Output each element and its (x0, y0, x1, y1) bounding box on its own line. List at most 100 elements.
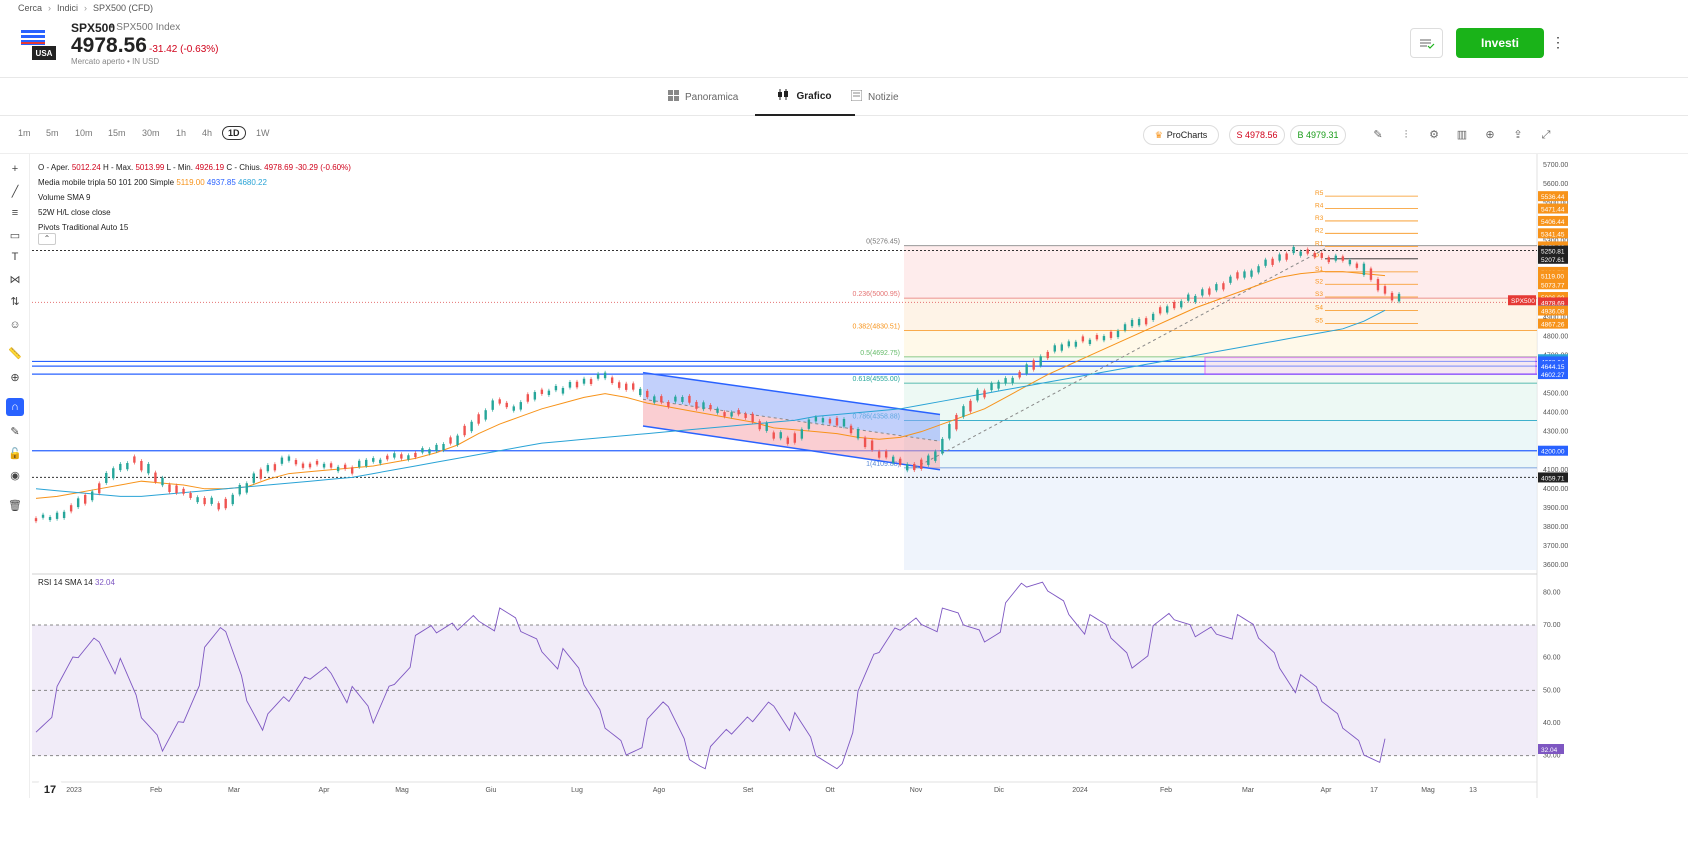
timeframe-30m[interactable]: 30m (142, 128, 160, 138)
candle-body (1348, 259, 1352, 265)
price-tag (1538, 245, 1568, 256)
candle-body (175, 485, 178, 493)
share-icon[interactable]: ⇪ (1513, 129, 1523, 141)
indicators-icon[interactable]: ⫶ (1404, 129, 1408, 141)
breadcrumb-item-indici[interactable]: Indici (57, 3, 79, 13)
zone-rectangle (1204, 356, 1537, 375)
candle-body (1236, 272, 1239, 279)
chart-type-icon[interactable]: ▥ (1456, 129, 1468, 141)
buy-price-button[interactable]: B 4979.31 (1290, 125, 1346, 145)
ohlc-row: O - Aper. 5012.24 H - Max. 5013.99 L - M… (38, 160, 351, 175)
trendline-icon[interactable]: ╱ (11, 185, 19, 198)
gear-icon[interactable]: ⚙ (1429, 129, 1439, 141)
time-axis-tick: Mag (1421, 787, 1435, 794)
fullscreen-icon[interactable]: ⤢ (1541, 129, 1551, 141)
candle-body (505, 402, 508, 408)
trash-icon[interactable]: 🗑 (8, 499, 22, 512)
candle-body (884, 451, 888, 458)
pivot-label: S4 (1315, 305, 1323, 312)
ruler-icon[interactable]: 📏 (8, 347, 22, 360)
lock-icon[interactable]: 🔓 (8, 447, 22, 460)
flag-label: USA (36, 49, 53, 58)
tradingview-logo-icon[interactable]: 17 (38, 781, 62, 799)
rectangle-icon[interactable]: ▭ (9, 229, 21, 242)
price-chart[interactable]: 0(5276.45) 0.236(5000.95) 0.382(4830.51) 0.… (0, 154, 1688, 798)
text-icon[interactable]: T (11, 251, 19, 263)
candle-body (498, 399, 501, 404)
time-axis-tick: Ott (825, 787, 834, 794)
candle-body (1390, 292, 1394, 301)
fib-label: 0(5276.45) (866, 239, 900, 246)
rsi-axis-tick: 30.00 (1543, 753, 1561, 760)
plus-circle-icon[interactable]: ⊕ (1485, 129, 1495, 141)
candle-body (849, 425, 853, 434)
candle-body (238, 485, 241, 495)
forecast-icon[interactable]: ⇅ (10, 295, 20, 308)
rsi-axis-tick: 70.00 (1543, 622, 1561, 629)
tab-notizie[interactable]: Notizie (850, 78, 899, 116)
candle-body (1144, 318, 1148, 325)
timeframe-1h[interactable]: 1h (176, 128, 187, 138)
candle-body (554, 385, 558, 391)
candle-body (786, 437, 789, 444)
crosshair-icon[interactable]: + (11, 163, 19, 175)
candle-body (1116, 330, 1120, 338)
timeframe-5m[interactable]: 5m (46, 128, 59, 138)
magnet-icon[interactable]: ∩ (6, 398, 24, 416)
candle-body (41, 514, 45, 518)
candle-body (428, 449, 431, 454)
rsi-axis-tick: 60.00 (1543, 655, 1561, 662)
pivot-label: R2 (1315, 227, 1324, 234)
candle-body (217, 503, 220, 510)
candle-body (737, 410, 740, 415)
ma-label: Media mobile tripla 50 101 200 Simple (38, 178, 175, 187)
candle-body (891, 456, 895, 463)
zoom-icon[interactable]: ⊕ (10, 371, 20, 384)
time-axis-tick: Feb (1160, 787, 1172, 794)
tab-grafico[interactable]: Grafico (755, 78, 855, 116)
lock-drawing-icon[interactable]: ✎ (10, 425, 20, 438)
fib-zone (904, 467, 1537, 570)
price-axis-tick: 4500.00 (1543, 391, 1568, 398)
candle-body (1151, 313, 1155, 321)
price-axis-tick: 4800.00 (1543, 333, 1568, 340)
horizontal-lines-icon[interactable]: ≡ (11, 207, 19, 219)
tab-label: Grafico (796, 90, 832, 102)
eye-icon[interactable]: ◉ (10, 469, 20, 482)
candle-body (561, 387, 565, 394)
candle-body (1032, 360, 1035, 370)
candle-body (1215, 284, 1218, 291)
timeframe-1w[interactable]: 1W (256, 128, 270, 138)
candle-body (702, 402, 705, 410)
breadcrumb-item-cerca[interactable]: Cerca (18, 3, 43, 13)
pencil-icon[interactable]: ✎ (1373, 129, 1383, 141)
candle-body (1306, 249, 1309, 254)
close-value: 4978.69 (264, 163, 294, 172)
candle-body (400, 454, 403, 459)
procharts-button[interactable]: ♛ ProCharts (1143, 125, 1219, 145)
price-tag-label: 5341.45 (1541, 231, 1565, 238)
more-options-icon[interactable]: ⋮ (1551, 34, 1565, 50)
timeframe-10m[interactable]: 10m (75, 128, 93, 138)
rsi-line (35, 581, 1386, 770)
rsi-tag (1538, 744, 1564, 755)
timeframe-15m[interactable]: 15m (108, 128, 126, 138)
pattern-icon[interactable]: ⋈ (9, 273, 21, 286)
collapse-legend-button[interactable]: ⌃ (38, 233, 56, 245)
price-tag-label: 5119.00 (1541, 274, 1564, 281)
invest-button[interactable]: Investi (1456, 28, 1544, 58)
candle-body (1257, 266, 1260, 273)
timeframe-1m[interactable]: 1m (18, 128, 31, 138)
emoji-icon[interactable]: ☺ (9, 319, 21, 331)
sell-price-button[interactable]: S 4978.56 (1229, 125, 1285, 145)
watchlist-button[interactable] (1410, 28, 1443, 58)
timeframe-1d[interactable]: 1D (222, 126, 246, 140)
candle-body (1088, 339, 1092, 345)
instrument-description: • SPX500 Index (110, 22, 181, 33)
tab-label: Panoramica (685, 91, 739, 103)
ma200-line (35, 309, 1386, 497)
fib-label: 0.236(5000.95) (853, 291, 900, 298)
tab-panoramica[interactable]: Panoramica (668, 78, 738, 116)
price-axis-tick: 3900.00 (1543, 505, 1568, 512)
timeframe-4h[interactable]: 4h (202, 128, 213, 138)
